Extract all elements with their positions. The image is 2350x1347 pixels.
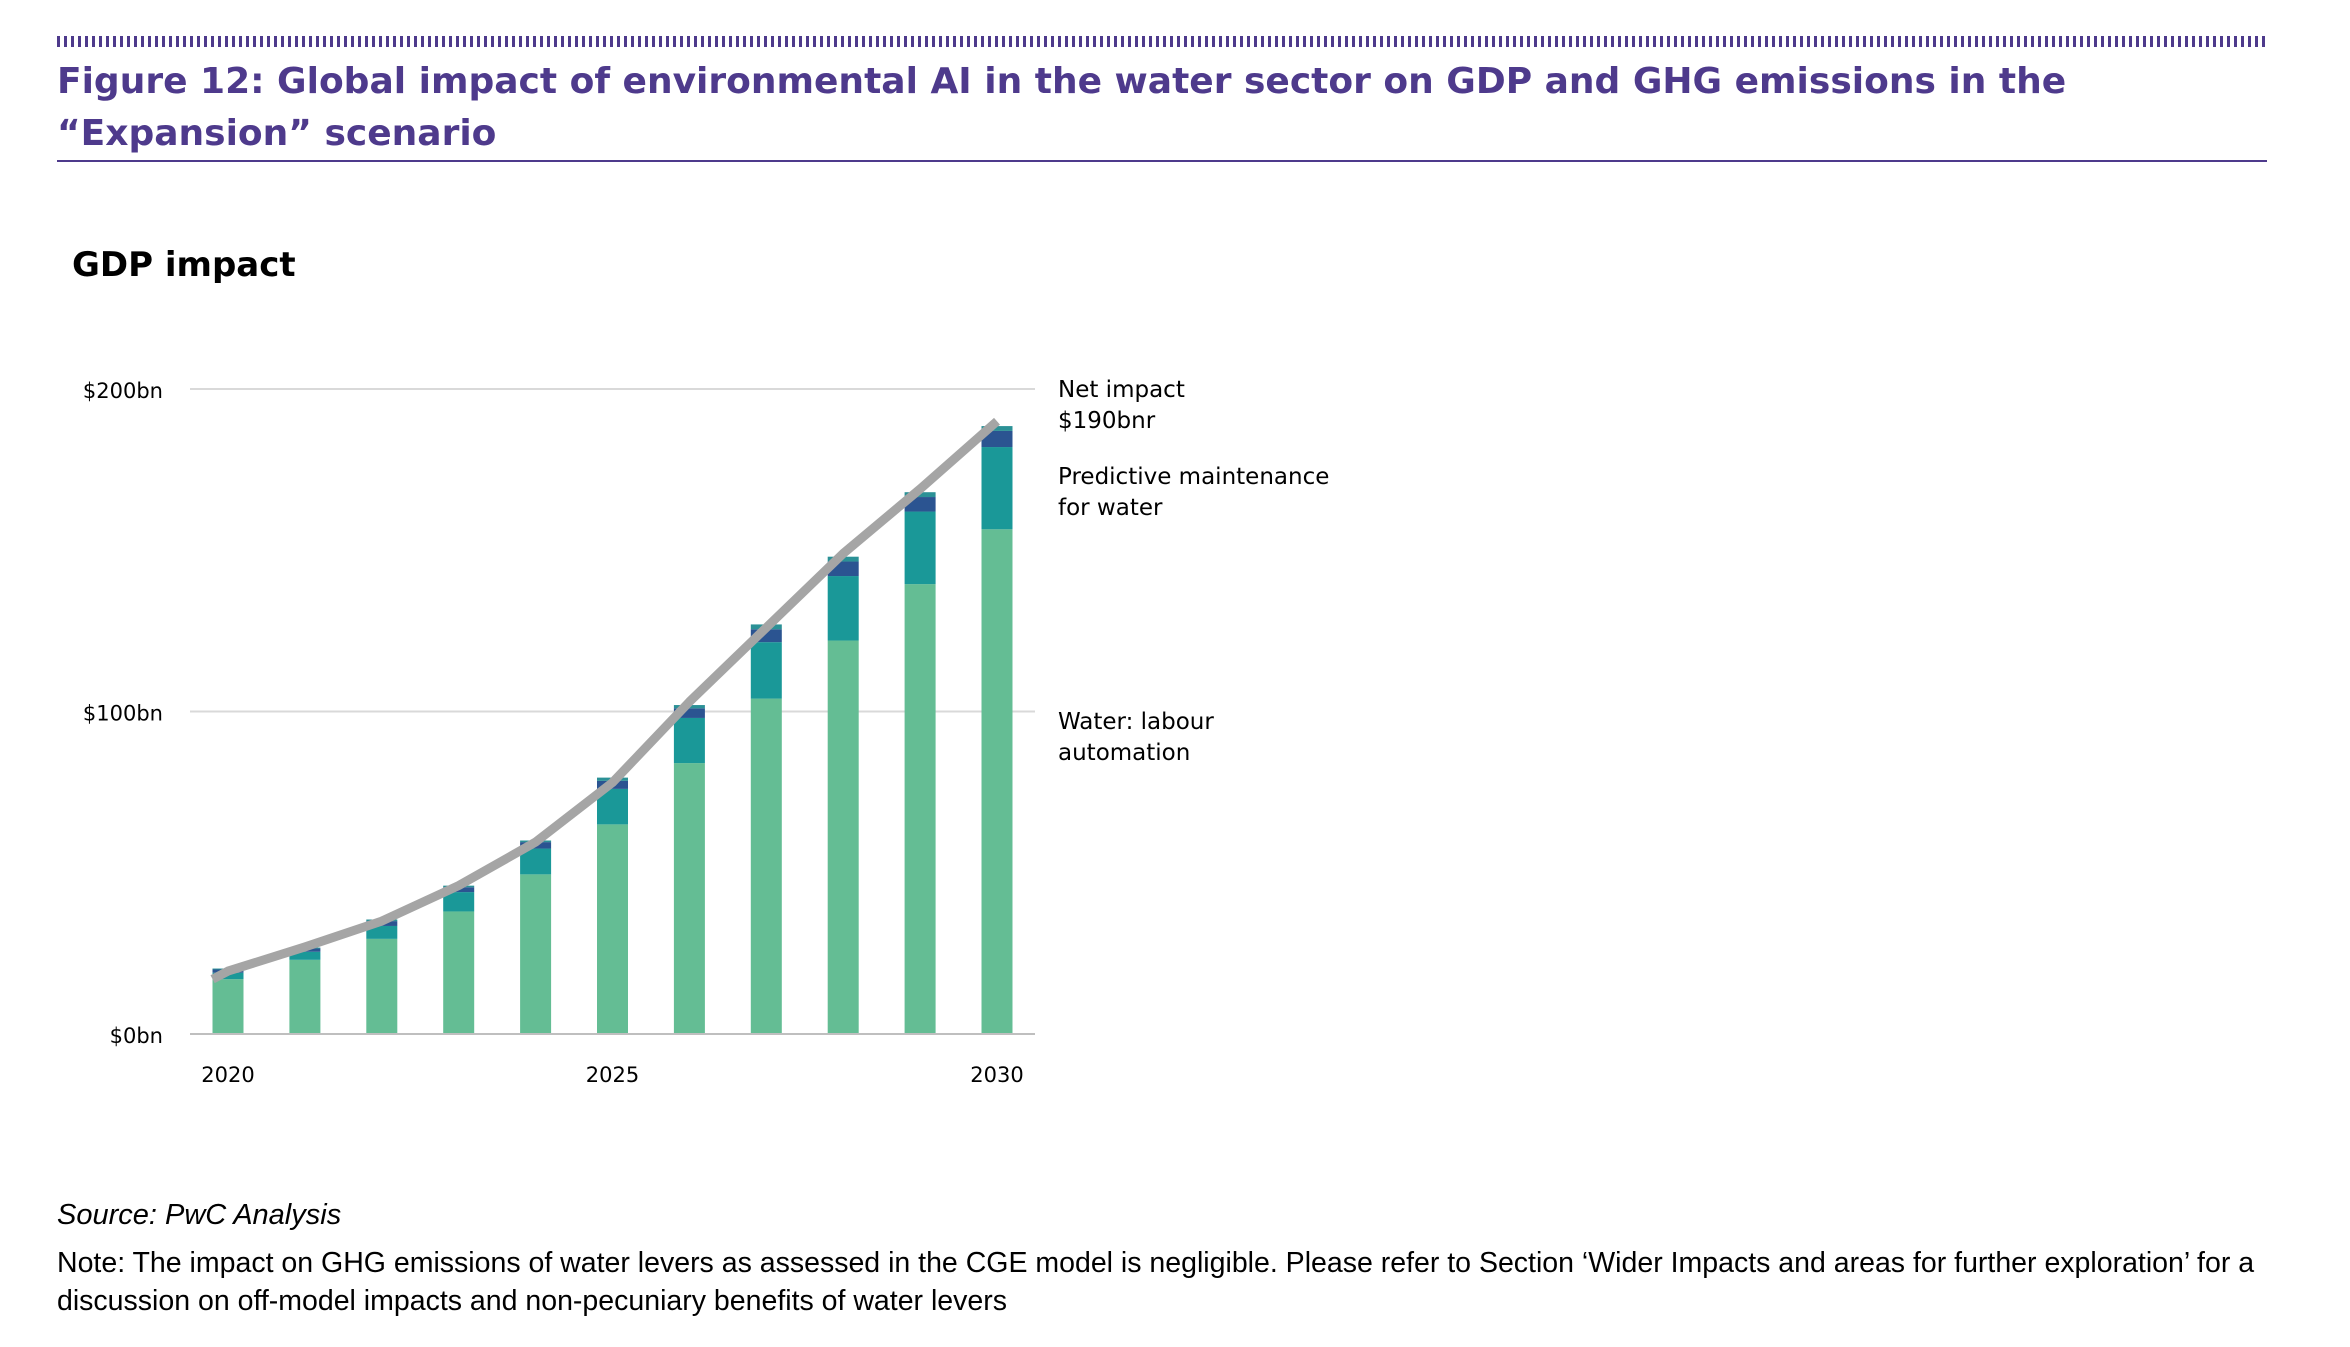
- bar-segment-2: [289, 951, 321, 960]
- header-dotted-rule: [57, 36, 2267, 47]
- bar-segment-1: [443, 911, 475, 1034]
- bar-layer: [212, 426, 1013, 1034]
- bar-segment-1: [981, 529, 1013, 1034]
- axis-layer: $0bn $100bn $200bn 2020 2025 2030: [83, 379, 1035, 1087]
- bar-segment-3: [981, 430, 1013, 448]
- title-underline: [57, 160, 2267, 162]
- net-impact-line-layer: [210, 417, 1000, 984]
- annotation-layer: Net impact $190bnr Predictive maintenance f…: [1058, 377, 1329, 766]
- figure-title: Figure 12: Global impact of environmenta…: [57, 61, 2067, 154]
- bar-segment-2: [366, 925, 398, 939]
- bar-segment-1: [212, 979, 244, 1034]
- bar-segment-1: [673, 763, 705, 1034]
- footnote: Note: The impact on GHG emissions of wat…: [57, 1247, 2255, 1317]
- bar-segment-1: [750, 698, 782, 1034]
- annotation-label-1: Net impact $190bnr: [1058, 377, 1185, 434]
- y-tick-label: $0bn: [110, 1024, 163, 1048]
- bar-segment-1: [520, 874, 552, 1034]
- x-tick-label: 2025: [586, 1063, 639, 1087]
- bar-segment-1: [366, 938, 398, 1034]
- bar-segment-1: [289, 959, 321, 1034]
- y-tick-label: $200bn: [83, 379, 163, 403]
- bar-segment-2: [904, 511, 936, 585]
- bar-segment-2: [750, 642, 782, 699]
- bar-segment-2: [981, 447, 1013, 530]
- chart-subtitle: GDP impact: [72, 245, 296, 285]
- x-tick-label: 2020: [201, 1063, 254, 1087]
- gdp-impact-chart: $0bn $100bn $200bn 2020 2025 2030 Net impact $…: [83, 377, 1329, 1087]
- source-note: Source: PwC Analysis: [57, 1199, 342, 1231]
- bar-segment-2: [673, 717, 705, 764]
- annotation-label-3: Water: labour automation: [1058, 709, 1214, 766]
- bar-segment-1: [597, 824, 628, 1034]
- net-impact-line: [210, 417, 1000, 984]
- bar-segment-4: [981, 426, 1013, 431]
- annotation-label-2: Predictive maintenance for water: [1058, 464, 1329, 521]
- grid-layer: [190, 388, 1035, 713]
- bar-segment-1: [827, 640, 859, 1034]
- bar-segment-2: [827, 576, 859, 641]
- x-tick-label: 2030: [970, 1063, 1023, 1087]
- bar-segment-2: [443, 892, 475, 912]
- bar-segment-1: [904, 584, 936, 1034]
- y-tick-label: $100bn: [83, 702, 163, 726]
- bar-segment-3: [673, 708, 705, 718]
